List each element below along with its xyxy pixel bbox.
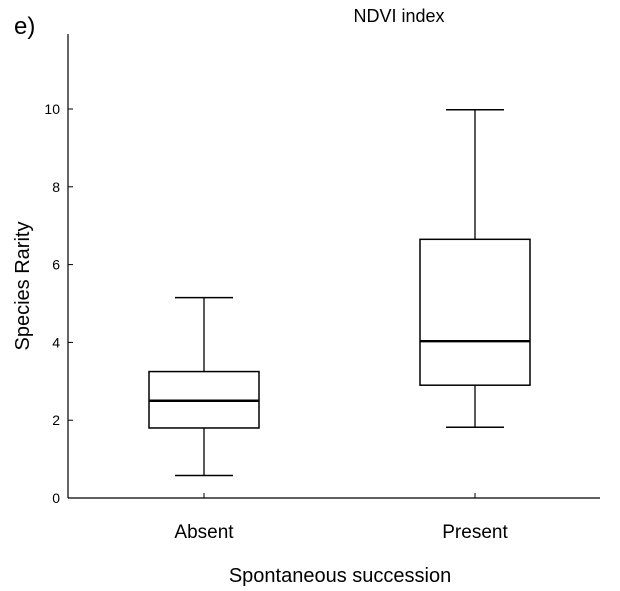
chart-title: NDVI index [353,6,444,26]
y-axis-ticks: 0 2 4 6 8 10 [44,101,73,506]
panel-label: e) [14,13,35,40]
y-axis-title: Species Rarity [12,222,34,351]
boxes-group [148,109,531,477]
x-category-label: Present [442,522,508,543]
x-axis-categories: Absent Present [174,493,508,543]
box-absent [148,296,260,477]
y-tick-label: 8 [52,179,60,195]
x-axis-title: Spontaneous succession [229,565,451,587]
y-tick-label: 2 [52,412,60,428]
y-tick-label: 10 [44,101,60,117]
y-tick-label: 0 [52,490,60,506]
box-present [419,109,531,428]
interquartile-box [419,238,531,386]
y-tick-label: 4 [52,334,60,350]
y-tick-label: 6 [52,257,60,273]
x-category-label: Absent [174,522,234,543]
